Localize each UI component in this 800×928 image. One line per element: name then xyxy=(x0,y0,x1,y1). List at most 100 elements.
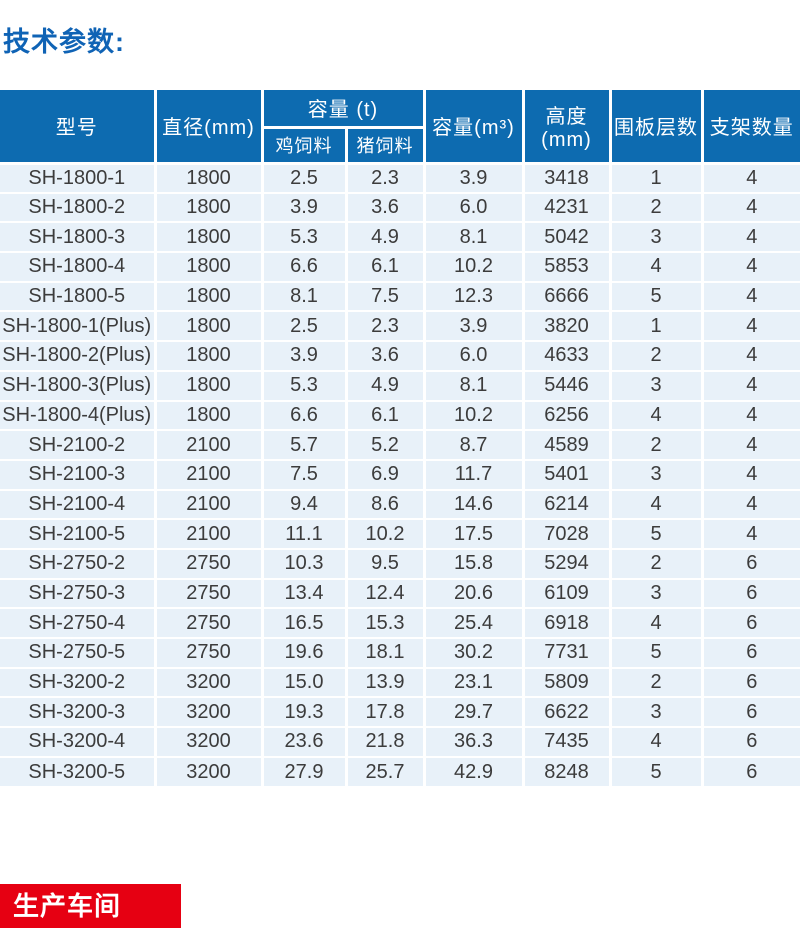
cell-panel-layers: 1 xyxy=(608,310,704,343)
spec-table-body: SH-1800-1 1800 2.5 2.3 3.9 3418 1 4 SH-1800-2 180… xyxy=(0,162,800,788)
cell-support-count: 4 xyxy=(700,488,800,521)
cell-height-mm: 3418 xyxy=(521,162,612,194)
cell-capacity-m3: 36.3 xyxy=(422,726,525,758)
cell-height-mm: 6918 xyxy=(521,607,612,639)
cell-support-count: 6 xyxy=(700,607,800,639)
cell-pig-feed-capacity-t: 2.3 xyxy=(344,162,426,194)
cell-pig-feed-capacity-t: 18.1 xyxy=(344,637,426,669)
cell-model: SH-3200-5 xyxy=(0,755,157,788)
cell-chicken-feed-capacity-t: 13.4 xyxy=(260,577,348,610)
cell-panel-layers: 3 xyxy=(608,696,704,729)
cell-support-count: 6 xyxy=(700,726,800,758)
cell-capacity-m3: 29.7 xyxy=(422,696,525,729)
table-row: SH-2100-3 2100 7.5 6.9 11.7 5401 3 4 xyxy=(0,458,800,491)
cell-diameter-mm: 1800 xyxy=(153,191,264,224)
cell-panel-layers: 2 xyxy=(608,547,704,580)
cell-capacity-m3: 10.2 xyxy=(422,399,525,432)
table-row: SH-3200-2 3200 15.0 13.9 23.1 5809 2 6 xyxy=(0,666,800,699)
cell-chicken-feed-capacity-t: 23.6 xyxy=(260,726,348,758)
cell-model: SH-2100-2 xyxy=(0,429,157,461)
cell-pig-feed-capacity-t: 12.4 xyxy=(344,577,426,610)
cell-support-count: 4 xyxy=(700,458,800,491)
cell-chicken-feed-capacity-t: 11.1 xyxy=(260,518,348,550)
header-pig-feed: 猪饲料 xyxy=(344,125,426,165)
table-row: SH-1800-2 1800 3.9 3.6 6.0 4231 2 4 xyxy=(0,191,800,224)
cell-chicken-feed-capacity-t: 9.4 xyxy=(260,488,348,521)
cell-panel-layers: 4 xyxy=(608,251,704,283)
cell-capacity-m3: 6.0 xyxy=(422,191,525,224)
cell-model: SH-2750-4 xyxy=(0,607,157,639)
cell-model: SH-2100-5 xyxy=(0,518,157,550)
table-row: SH-1800-2(Plus) 1800 3.9 3.6 6.0 4633 2 4 xyxy=(0,340,800,372)
cell-capacity-m3: 42.9 xyxy=(422,755,525,788)
cell-panel-layers: 2 xyxy=(608,429,704,461)
cell-support-count: 6 xyxy=(700,666,800,699)
cell-model: SH-1800-2 xyxy=(0,191,157,224)
cell-pig-feed-capacity-t: 13.9 xyxy=(344,666,426,699)
cell-panel-layers: 4 xyxy=(608,607,704,639)
cell-panel-layers: 5 xyxy=(608,518,704,550)
cell-model: SH-1800-3 xyxy=(0,221,157,254)
cell-height-mm: 6256 xyxy=(521,399,612,432)
cell-model: SH-2100-4 xyxy=(0,488,157,521)
page-title: 技术参数: xyxy=(3,27,125,57)
cell-chicken-feed-capacity-t: 7.5 xyxy=(260,458,348,491)
cell-capacity-m3: 3.9 xyxy=(422,162,525,194)
cell-pig-feed-capacity-t: 5.2 xyxy=(344,429,426,461)
cell-capacity-m3: 15.8 xyxy=(422,547,525,580)
cell-chicken-feed-capacity-t: 2.5 xyxy=(260,162,348,194)
cell-panel-layers: 4 xyxy=(608,488,704,521)
cell-chicken-feed-capacity-t: 27.9 xyxy=(260,755,348,788)
cell-capacity-m3: 17.5 xyxy=(422,518,525,550)
cell-height-mm: 4231 xyxy=(521,191,612,224)
cell-diameter-mm: 1800 xyxy=(153,340,264,372)
cell-capacity-m3: 8.7 xyxy=(422,429,525,461)
cell-panel-layers: 3 xyxy=(608,221,704,254)
cell-diameter-mm: 3200 xyxy=(153,726,264,758)
cell-model: SH-1800-1 xyxy=(0,162,157,194)
cell-pig-feed-capacity-t: 8.6 xyxy=(344,488,426,521)
cell-panel-layers: 5 xyxy=(608,280,704,313)
cell-panel-layers: 2 xyxy=(608,191,704,224)
cell-pig-feed-capacity-t: 6.1 xyxy=(344,251,426,283)
cell-panel-layers: 3 xyxy=(608,458,704,491)
header-model: 型号 xyxy=(0,88,157,165)
cell-diameter-mm: 3200 xyxy=(153,666,264,699)
cell-chicken-feed-capacity-t: 5.3 xyxy=(260,369,348,402)
cell-diameter-mm: 1800 xyxy=(153,310,264,343)
cell-height-mm: 5446 xyxy=(521,369,612,402)
cell-chicken-feed-capacity-t: 5.7 xyxy=(260,429,348,461)
spec-table: 型号 直径(mm) 容量 (t) 容量(m³) 高度(mm) 围板层数 支架数量… xyxy=(0,88,800,788)
cell-panel-layers: 5 xyxy=(608,637,704,669)
cell-panel-layers: 3 xyxy=(608,577,704,610)
cell-panel-layers: 4 xyxy=(608,726,704,758)
cell-diameter-mm: 2750 xyxy=(153,577,264,610)
cell-height-mm: 5809 xyxy=(521,666,612,699)
cell-support-count: 4 xyxy=(700,162,800,194)
cell-height-mm: 4589 xyxy=(521,429,612,461)
cell-height-mm: 7731 xyxy=(521,637,612,669)
cell-pig-feed-capacity-t: 9.5 xyxy=(344,547,426,580)
cell-diameter-mm: 2100 xyxy=(153,429,264,461)
header-capacity-m3: 容量(m³) xyxy=(422,88,525,165)
cell-chicken-feed-capacity-t: 6.6 xyxy=(260,399,348,432)
spec-table-header: 型号 直径(mm) 容量 (t) 容量(m³) 高度(mm) 围板层数 支架数量… xyxy=(0,88,800,165)
cell-support-count: 6 xyxy=(700,696,800,729)
cell-panel-layers: 2 xyxy=(608,340,704,372)
table-row: SH-1800-4 1800 6.6 6.1 10.2 5853 4 4 xyxy=(0,251,800,283)
cell-support-count: 4 xyxy=(700,310,800,343)
cell-model: SH-3200-3 xyxy=(0,696,157,729)
cell-diameter-mm: 3200 xyxy=(153,696,264,729)
cell-support-count: 4 xyxy=(700,340,800,372)
cell-diameter-mm: 1800 xyxy=(153,251,264,283)
cell-support-count: 4 xyxy=(700,251,800,283)
header-height: 高度(mm) xyxy=(521,88,612,165)
cell-capacity-m3: 30.2 xyxy=(422,637,525,669)
cell-pig-feed-capacity-t: 2.3 xyxy=(344,310,426,343)
cell-capacity-m3: 6.0 xyxy=(422,340,525,372)
cell-height-mm: 6666 xyxy=(521,280,612,313)
cell-pig-feed-capacity-t: 4.9 xyxy=(344,369,426,402)
cell-height-mm: 5294 xyxy=(521,547,612,580)
table-row: SH-2100-4 2100 9.4 8.6 14.6 6214 4 4 xyxy=(0,488,800,521)
cell-support-count: 6 xyxy=(700,755,800,788)
